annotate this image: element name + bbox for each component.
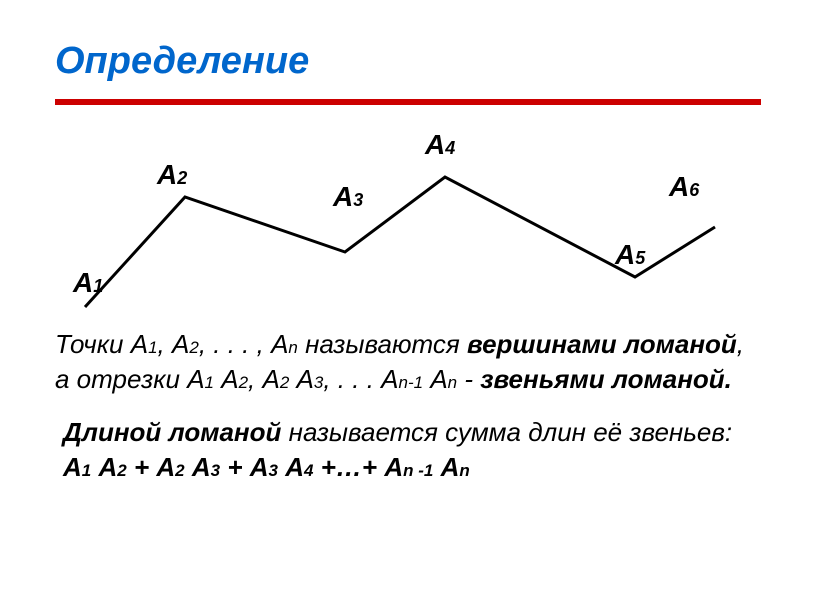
text: А — [187, 364, 204, 394]
text: , — [248, 364, 262, 394]
slide: Определение А1 А2 А3 А4 А5 А6 Точки А1, … — [0, 0, 816, 613]
text: 3 — [269, 461, 278, 480]
text: А — [172, 329, 189, 359]
text: А — [263, 364, 280, 394]
text: , — [158, 329, 172, 359]
text: n -1 — [403, 461, 433, 480]
text: 3 — [314, 373, 323, 392]
text: А — [285, 452, 304, 482]
text: А — [156, 452, 175, 482]
text — [185, 452, 192, 482]
text: Точки — [55, 329, 131, 359]
vertex-label-a6: А6 — [669, 171, 699, 203]
label-sub: 5 — [635, 248, 645, 268]
text: А — [430, 364, 447, 394]
text: n — [459, 461, 469, 480]
text: А — [384, 452, 403, 482]
text: А — [271, 329, 288, 359]
label-sub: 4 — [445, 138, 455, 158]
text — [289, 364, 296, 394]
text: 1 — [205, 373, 214, 392]
term-edges: звеньями ломаной. — [480, 364, 732, 394]
text: А — [131, 329, 148, 359]
text: 1 — [148, 338, 157, 357]
slide-title: Определение — [55, 40, 761, 83]
label-base: А — [333, 181, 353, 212]
text: А — [297, 364, 314, 394]
label-base: А — [669, 171, 689, 202]
text: А — [381, 364, 398, 394]
text: 2 — [117, 461, 126, 480]
polyline-diagram: А1 А2 А3 А4 А5 А6 — [55, 117, 761, 327]
definition-vertices: Точки А1, А2, . . . , Аn называются верш… — [55, 327, 761, 397]
text: А — [221, 364, 238, 394]
label-base: А — [157, 159, 177, 190]
text: 2 — [280, 373, 289, 392]
vertex-label-a3: А3 — [333, 181, 363, 213]
text: - — [457, 364, 480, 394]
polyline-svg — [55, 117, 761, 327]
term-vertices: вершинами ломаной — [467, 329, 737, 359]
text: 2 — [239, 373, 248, 392]
text: 3 — [211, 461, 220, 480]
text: А — [441, 452, 460, 482]
label-base: А — [73, 267, 93, 298]
label-base: А — [615, 239, 635, 270]
vertex-label-a1: А1 — [73, 267, 103, 299]
label-sub: 2 — [177, 168, 187, 188]
text: n — [448, 373, 457, 392]
text: А — [192, 452, 211, 482]
vertex-label-a2: А2 — [157, 159, 187, 191]
text: называются — [298, 329, 467, 359]
label-sub: 6 — [689, 180, 699, 200]
text: А — [63, 452, 82, 482]
text — [433, 452, 440, 482]
text: +…+ — [313, 452, 384, 482]
text: , . . . — [323, 364, 381, 394]
text: называется сумма длин её звеньев: — [281, 417, 732, 447]
text: А — [98, 452, 117, 482]
text: n-1 — [399, 373, 424, 392]
label-sub: 1 — [93, 276, 103, 296]
text: 2 — [175, 461, 184, 480]
definition-length: Длиной ломаной называется сумма длин её … — [55, 415, 761, 485]
label-sub: 3 — [353, 190, 363, 210]
text: n — [288, 338, 297, 357]
rule-red — [55, 99, 761, 105]
text: + — [220, 452, 250, 482]
title-rule — [55, 97, 761, 107]
text: 2 — [189, 338, 198, 357]
vertex-label-a5: А5 — [615, 239, 645, 271]
term-length: Длиной ломаной — [63, 417, 281, 447]
text: 1 — [82, 461, 91, 480]
text: А — [250, 452, 269, 482]
label-base: А — [425, 129, 445, 160]
text: + — [127, 452, 157, 482]
text: , . . . , — [199, 329, 271, 359]
vertex-label-a4: А4 — [425, 129, 455, 161]
